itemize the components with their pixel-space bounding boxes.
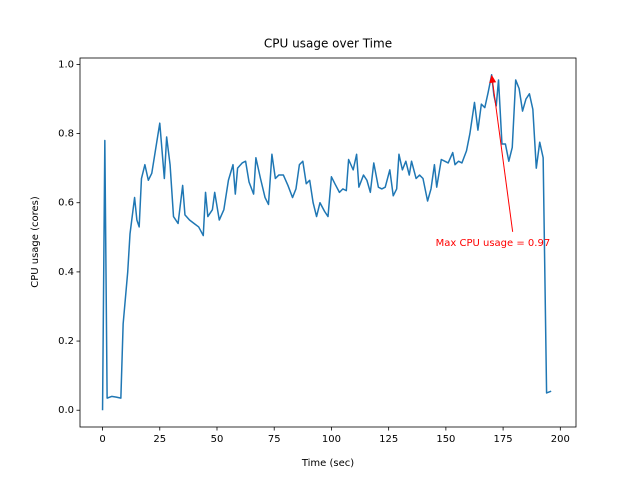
x-tick-label: 200 <box>551 434 570 445</box>
x-tick-label: 0 <box>99 434 105 445</box>
x-tick-label: 100 <box>322 434 341 445</box>
y-tick-label: 0.2 <box>58 336 74 347</box>
y-tick-label: 0.4 <box>58 267 74 278</box>
x-tick-label: 50 <box>211 434 224 445</box>
plot-frame <box>79 57 577 428</box>
x-tick-label: 150 <box>436 434 455 445</box>
y-tick-label: 0.6 <box>58 198 74 209</box>
y-tick-label: 1.0 <box>58 59 74 70</box>
annotation-arrow <box>492 82 514 232</box>
chart-title: CPU usage over Time <box>264 37 392 51</box>
y-tick-label: 0.0 <box>58 405 74 416</box>
x-tick-label: 25 <box>153 434 166 445</box>
x-tick-label: 75 <box>268 434 281 445</box>
annotation-arrowhead <box>489 74 497 84</box>
x-axis-label: Time (sec) <box>301 458 354 469</box>
x-tick-label: 175 <box>494 434 513 445</box>
y-axis-label: CPU usage (cores) <box>30 196 41 288</box>
data-line <box>101 74 552 411</box>
annotation-text: Max CPU usage = 0.97 <box>436 238 551 249</box>
x-tick-label: 125 <box>379 434 398 445</box>
y-tick-label: 0.8 <box>58 129 74 140</box>
